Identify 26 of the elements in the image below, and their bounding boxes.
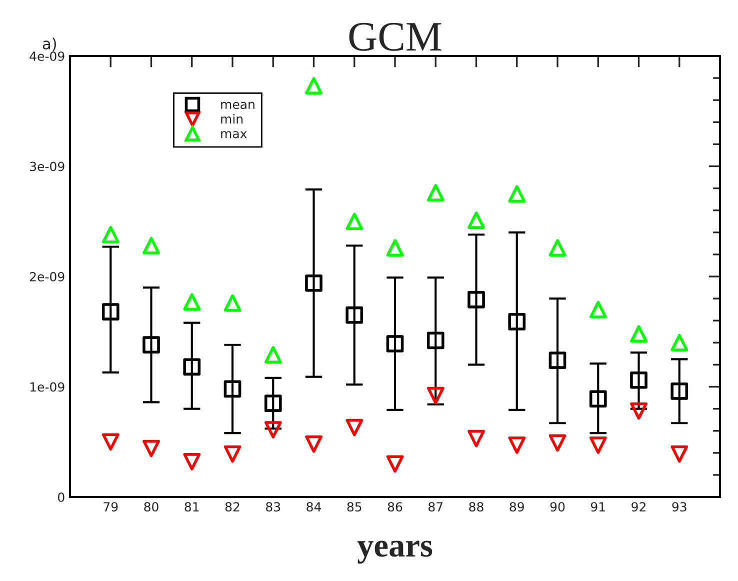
x-tick-label: 93: [672, 502, 686, 512]
x-tick-label: 87: [428, 502, 443, 512]
x-tick-label: 84: [306, 502, 321, 512]
x-tick-label: 79: [104, 502, 118, 512]
x-tick-label: 91: [590, 502, 605, 512]
x-axis-title: years: [357, 540, 432, 564]
y-tick-label: 2e-09: [30, 272, 64, 282]
legend-label: min: [221, 114, 243, 124]
x-tick-label: 92: [632, 502, 646, 512]
chart-title: GCM: [349, 22, 442, 51]
y-tick-label: 0: [58, 492, 64, 502]
x-tick-label: 88: [469, 502, 484, 512]
x-tick-label: 83: [266, 502, 280, 512]
y-tick-label: 3e-09: [30, 162, 64, 172]
x-tick-label: 89: [510, 502, 524, 512]
x-tick-label: 80: [144, 502, 158, 512]
legend-label: mean: [221, 102, 254, 110]
x-tick-label: 82: [225, 502, 240, 512]
x-tick-label: 90: [550, 502, 565, 512]
text: a): [42, 38, 56, 52]
y-tick-label: 4e-09: [30, 51, 64, 61]
legend-label: max: [221, 131, 247, 138]
x-tick-label: 86: [388, 502, 402, 512]
x-tick-label: 85: [347, 502, 362, 512]
y-tick-label: 1e-09: [30, 382, 64, 392]
x-tick-label: 81: [184, 502, 199, 512]
